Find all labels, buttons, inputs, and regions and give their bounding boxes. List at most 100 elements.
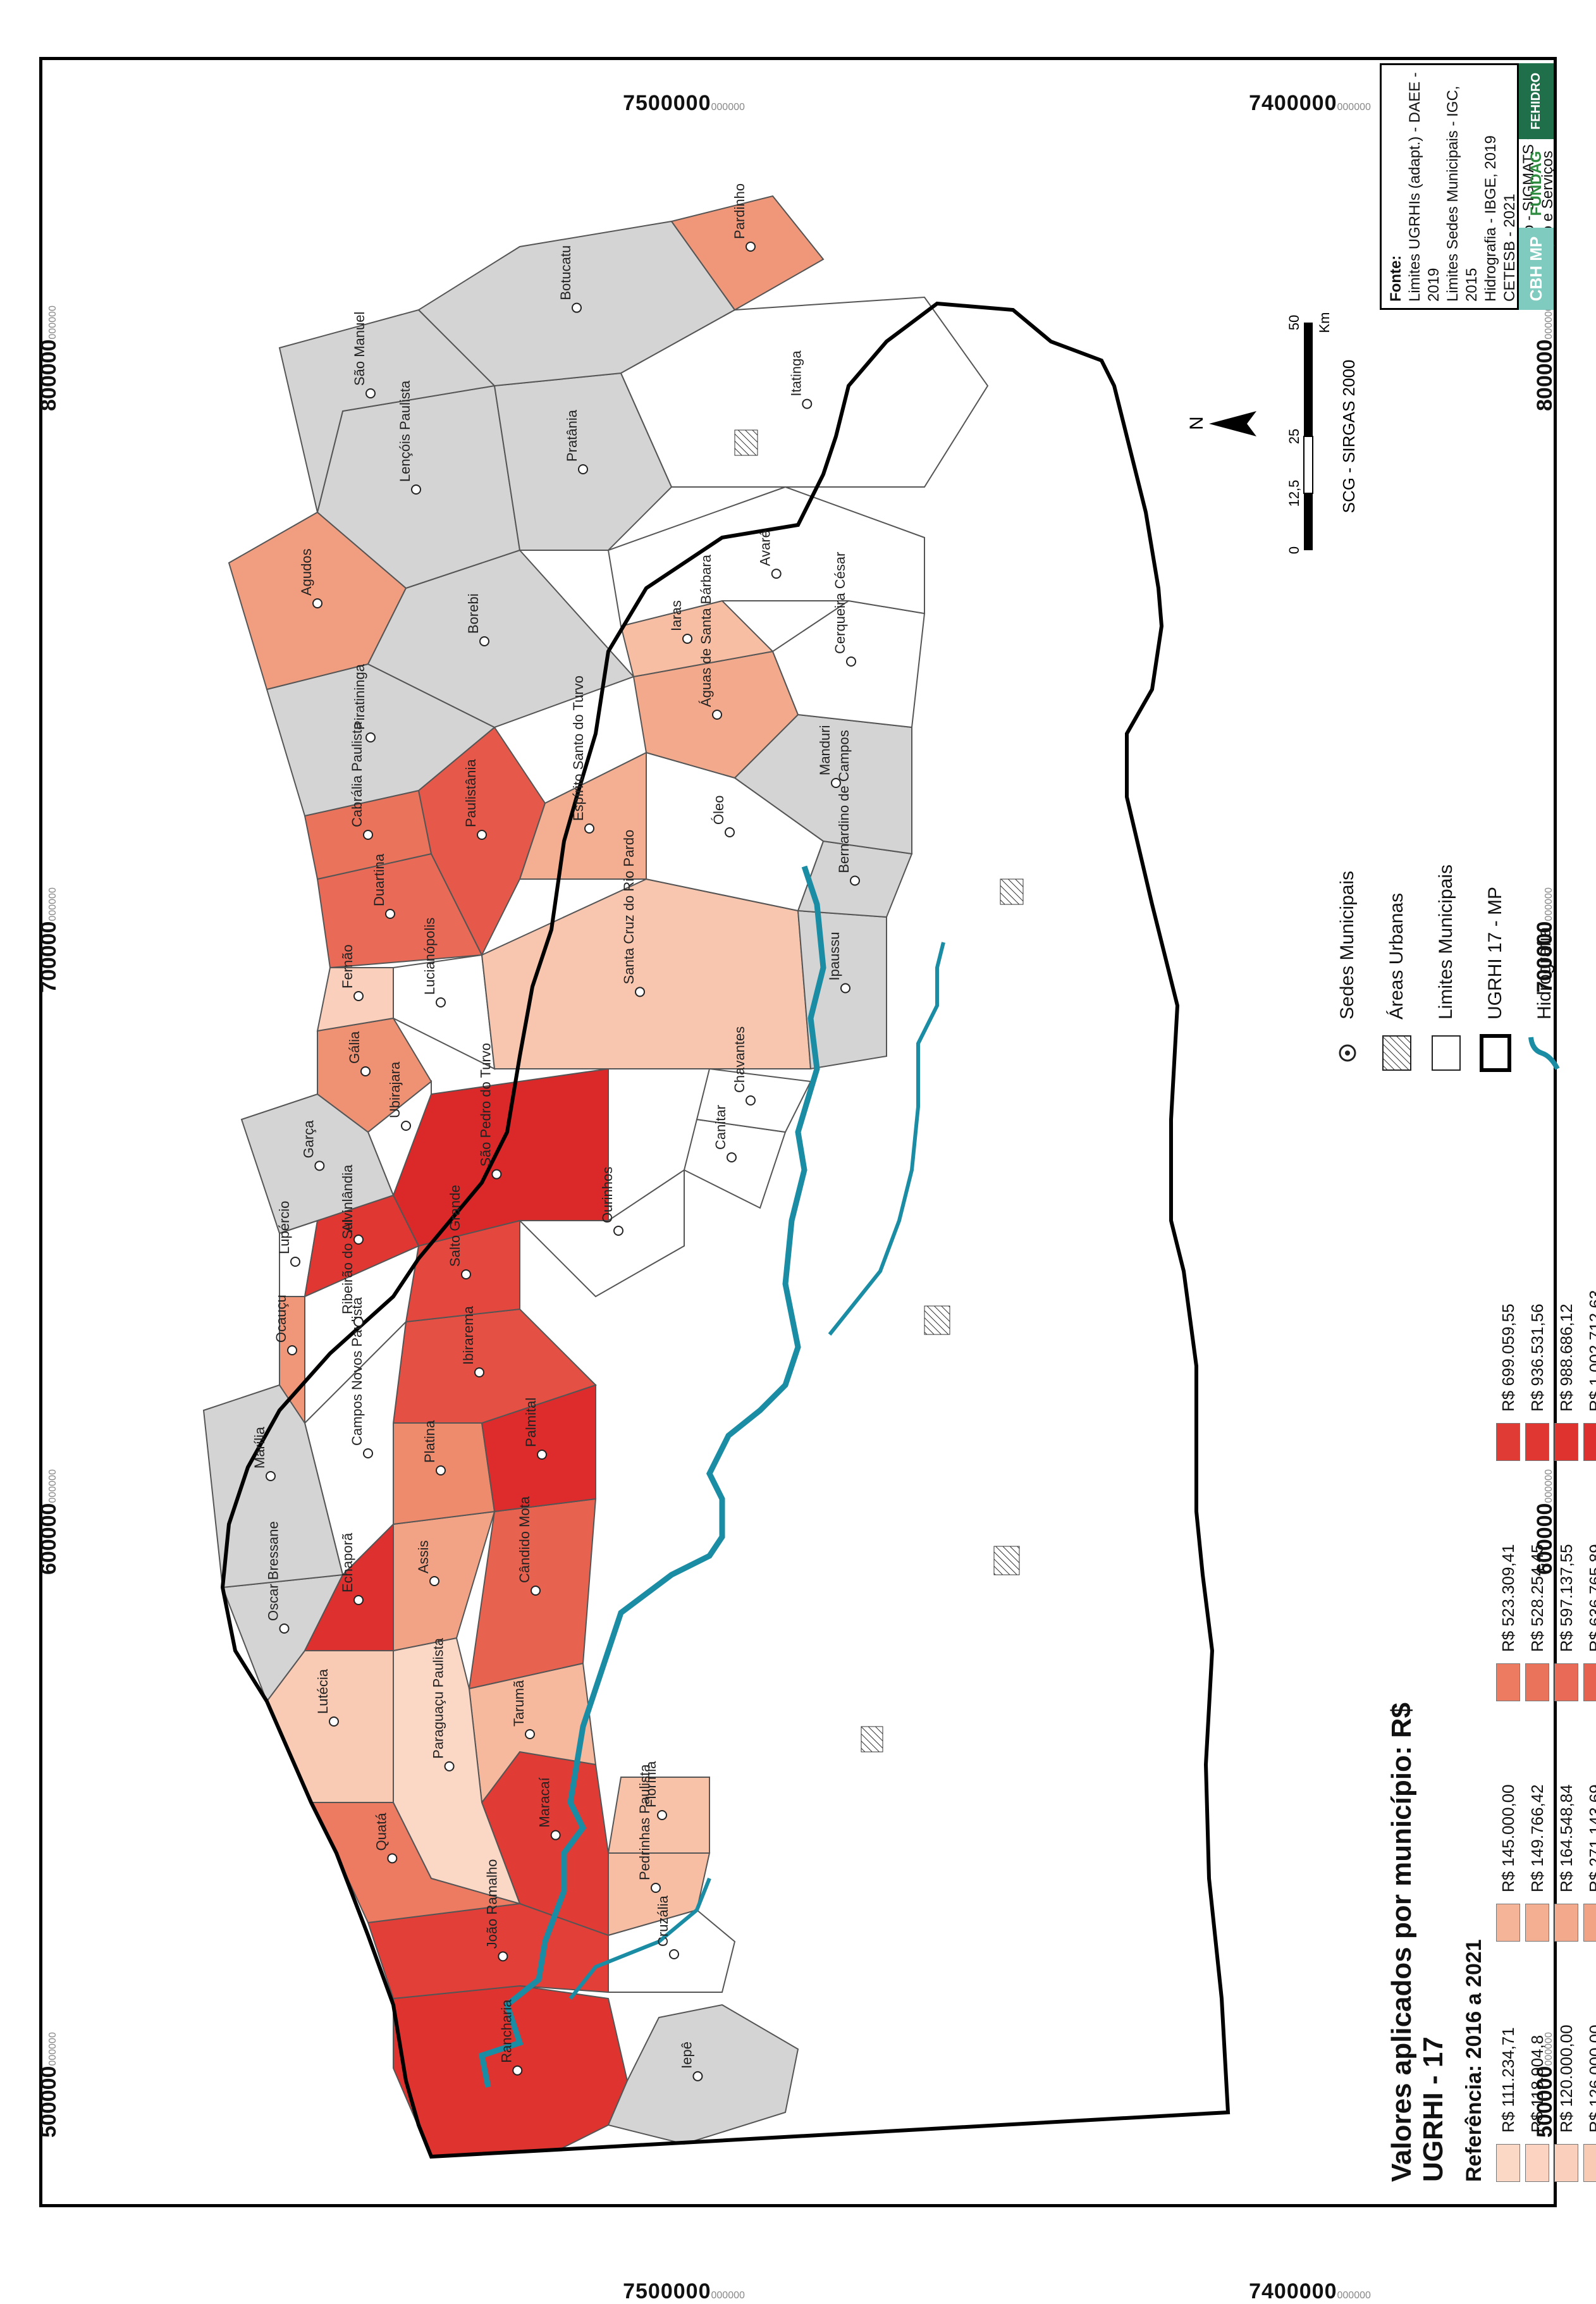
municipal-seat-marker: [436, 998, 445, 1007]
northing-label: 7400000000000: [1249, 91, 1371, 116]
municipal-seat-marker: [354, 992, 363, 1001]
legend-class-row: R$ 118.904,8: [1523, 1980, 1552, 2182]
municipality-label: Ribeirão do Sul: [340, 1219, 355, 1314]
urban-area-avare: [1000, 879, 1023, 904]
municipality-label: Cerqueira César: [832, 552, 848, 654]
municipality-label: Borebi: [465, 593, 481, 634]
municipality-label: São Pedro do Turvo: [477, 1043, 493, 1167]
legend-class-row: R$ 149.766,42: [1523, 1739, 1552, 1942]
source-title: Fonte:: [1387, 71, 1406, 302]
fundag-logo: FUNDAG: [1519, 145, 1554, 221]
municipal-seat-marker: [291, 1257, 300, 1266]
legend-swatch: [1583, 1423, 1596, 1461]
municipality-label: Paraguaçu Paulista: [431, 1637, 446, 1759]
municipal-seat-marker: [635, 987, 644, 996]
legend-class-label: R$ 164.548,84: [1557, 1784, 1576, 1892]
municipal-seat-marker: [475, 1368, 484, 1377]
municipality-label: Ibirarema: [460, 1305, 476, 1365]
municipality-label: Ipaussu: [826, 932, 842, 980]
legend-class-row: R$ 936.531,56: [1523, 1259, 1552, 1461]
municipal-seat-marker: [492, 1170, 501, 1179]
municipality-label: Ubirajara: [387, 1061, 403, 1118]
municipal-seat-marker: [847, 657, 856, 666]
symbol-legend-label: Limites Municipais: [1435, 865, 1457, 1020]
crs-label: SCG - SIRGAS 2000: [1339, 360, 1358, 514]
hatched-box-icon: [1378, 1031, 1416, 1075]
easting-label: 800000000000: [1533, 305, 1557, 411]
municipality-label: João Ramalho: [484, 1859, 500, 1949]
legend-title: Valores aplicados por município: R$ UGRH…: [1386, 1676, 1449, 2182]
legend-title-line: UGRHI - 17: [1418, 1676, 1449, 2182]
municipal-seat-marker: [366, 733, 375, 742]
municipality-polygons: [204, 196, 988, 2157]
legend-class-row: R$ 164.548,84: [1552, 1739, 1581, 1942]
municipality-label: Florínia: [643, 1761, 659, 1808]
municipality-label: Garça: [300, 1120, 316, 1159]
legend-reference: Referência: 2016 a 2021: [1462, 1939, 1487, 2182]
municipality-label: Piratininga: [352, 663, 367, 730]
legend-class-label: R$ 126.000,00: [1586, 2024, 1596, 2133]
municipal-seat-marker: [802, 400, 811, 409]
northing-label: 7500000000000: [623, 2279, 745, 2304]
municipality-label: Tarumã: [511, 1680, 527, 1727]
symbol-legend-row: Sedes Municipais: [1323, 865, 1372, 1075]
legend-class-row: R$ 597.137,55: [1552, 1499, 1581, 1701]
municipality-label: Maracaí: [537, 1777, 553, 1827]
municipal-seat-marker: [280, 1624, 289, 1633]
municipality-label: Platina: [422, 1420, 438, 1463]
symbol-legend-row: Hidrografia: [1520, 865, 1569, 1075]
municipal-seat-marker: [354, 1596, 363, 1605]
legend-swatch: [1496, 1423, 1520, 1461]
legend-class-row: R$ 988.686,12: [1552, 1259, 1581, 1461]
municipal-seat-marker: [388, 1854, 396, 1863]
municipal-seat-marker: [498, 1952, 507, 1961]
urban-area-assis: [994, 1546, 1019, 1575]
legend-swatch: [1496, 1663, 1520, 1701]
legend-class-label: R$ 988.686,12: [1557, 1303, 1576, 1412]
municipality-label: Cabrália Paulista: [349, 722, 365, 827]
outline-box-icon: [1427, 1031, 1465, 1075]
scale-unit: Km: [1317, 312, 1332, 333]
easting-label: 800000000000: [37, 305, 61, 411]
legend-swatch: [1554, 2144, 1578, 2182]
legend-class-row: R$ 1.002.712,63: [1581, 1259, 1596, 1461]
municipality-label: Lupércio: [276, 1201, 292, 1254]
municipality-label: Oscar Bressane: [266, 1521, 281, 1621]
municipal-seat-marker: [683, 634, 692, 643]
municipal-seat-marker: [266, 1472, 275, 1481]
municipality-polygon: [608, 2005, 798, 2144]
legend-class-label: R$ 1.002.712,63: [1586, 1290, 1596, 1412]
municipality-label: Botucatu: [558, 245, 574, 300]
municipality-label: Alvinlândia: [340, 1164, 355, 1232]
source-line: Limites Sedes Municipais - IGC, 2015: [1444, 71, 1482, 302]
legend-swatch: [1525, 1423, 1549, 1461]
legend-swatch: [1554, 1423, 1578, 1461]
municipal-seat-marker: [850, 877, 859, 885]
municipal-seat-marker: [841, 984, 850, 993]
legend-class-row: R$ 699.059,55: [1494, 1259, 1523, 1461]
municipal-seat-marker: [713, 710, 721, 719]
municipal-seat-marker: [412, 485, 420, 494]
source-line: CETESB - 2021: [1501, 71, 1519, 302]
source-box: Fonte: Limites UGRHIs (adapt.) - DAEE - …: [1380, 63, 1519, 310]
urban-area-paraguacu: [861, 1727, 883, 1752]
legend-class-row: R$ 126.000,00: [1581, 1980, 1596, 2182]
municipality-label: Manduri: [817, 725, 833, 775]
legend-swatch: [1496, 2144, 1520, 2182]
municipal-seat-marker: [670, 1950, 678, 1959]
scale-tick: 12,5: [1286, 480, 1302, 507]
municipality-label: Agudos: [298, 548, 314, 596]
municipality-label: Ocauçu: [273, 1295, 289, 1343]
north-letter: N: [1186, 416, 1207, 430]
legend-class-row: R$ 528.254,45: [1523, 1499, 1552, 1701]
municipal-seat-marker: [364, 1449, 372, 1458]
municipal-seat-marker: [585, 824, 594, 833]
symbol-legend-label: Hidrografia: [1534, 927, 1556, 1020]
municipal-seat-marker: [746, 1096, 755, 1105]
scale-bar: 0 12,5 25 50 Km SCG - SIRGAS 2000: [1285, 310, 1373, 563]
municipal-seat-marker: [537, 1450, 546, 1459]
municipality-label: Fernão: [340, 944, 355, 989]
municipal-seat-marker: [772, 569, 781, 578]
municipal-seat-marker: [402, 1121, 410, 1130]
